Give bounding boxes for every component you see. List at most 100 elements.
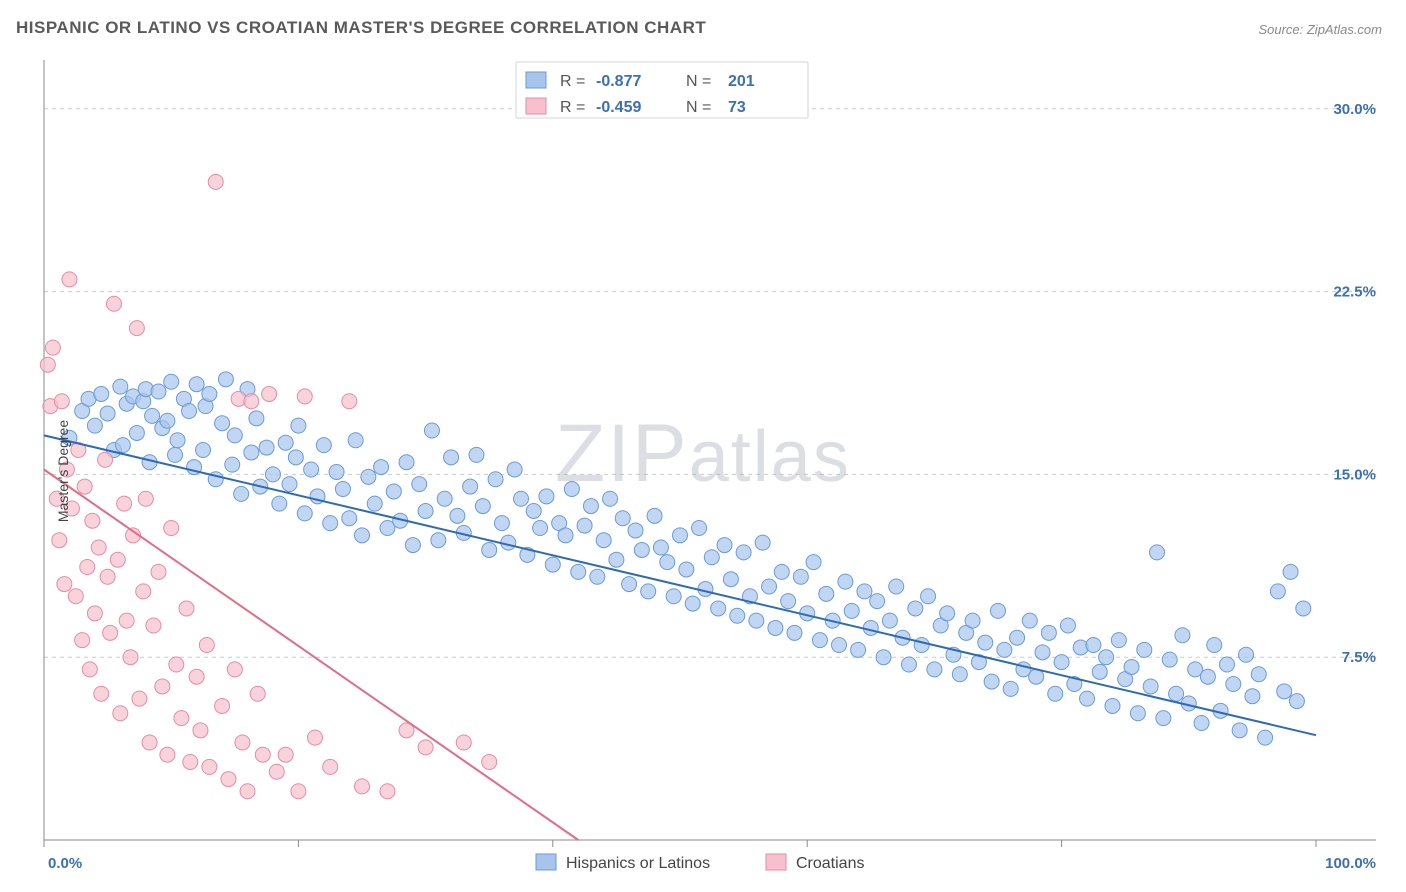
data-point bbox=[914, 638, 929, 653]
source-link[interactable]: ZipAtlas.com bbox=[1307, 22, 1382, 37]
legend-swatch bbox=[766, 854, 786, 870]
data-point bbox=[374, 460, 389, 475]
data-point bbox=[692, 521, 707, 536]
data-point bbox=[1226, 677, 1241, 692]
chart-title: HISPANIC OR LATINO VS CROATIAN MASTER'S … bbox=[16, 18, 706, 38]
y-tick-label: 7.5% bbox=[1342, 649, 1376, 666]
data-point bbox=[685, 596, 700, 611]
data-point bbox=[110, 552, 125, 567]
stats-r-label: R = bbox=[560, 99, 585, 116]
data-point bbox=[57, 577, 72, 592]
data-point bbox=[1105, 698, 1120, 713]
data-point bbox=[146, 618, 161, 633]
data-point bbox=[889, 579, 904, 594]
data-point bbox=[1245, 689, 1260, 704]
data-point bbox=[272, 496, 287, 511]
data-point bbox=[469, 447, 484, 462]
data-point bbox=[179, 601, 194, 616]
chart-container: Master's Degree ZIPatlas 7.5%15.0%22.5%3… bbox=[16, 50, 1390, 892]
data-point bbox=[215, 698, 230, 713]
data-point bbox=[129, 425, 144, 440]
data-point bbox=[323, 516, 338, 531]
stats-n-value: 73 bbox=[728, 99, 746, 116]
data-point bbox=[1054, 655, 1069, 670]
data-point bbox=[106, 296, 121, 311]
data-point bbox=[1143, 679, 1158, 694]
data-point bbox=[1175, 628, 1190, 643]
data-point bbox=[160, 413, 175, 428]
data-point bbox=[291, 418, 306, 433]
data-point bbox=[1289, 694, 1304, 709]
data-point bbox=[832, 638, 847, 653]
data-point bbox=[98, 452, 113, 467]
data-point bbox=[634, 542, 649, 557]
data-point bbox=[129, 321, 144, 336]
data-point bbox=[863, 620, 878, 635]
data-point bbox=[169, 657, 184, 672]
data-point bbox=[1086, 638, 1101, 653]
data-point bbox=[787, 625, 802, 640]
data-point bbox=[774, 564, 789, 579]
data-point bbox=[405, 538, 420, 553]
data-point bbox=[812, 633, 827, 648]
data-point bbox=[119, 613, 134, 628]
legend-swatch bbox=[526, 72, 546, 88]
data-point bbox=[908, 601, 923, 616]
data-point bbox=[412, 477, 427, 492]
data-point bbox=[1232, 723, 1247, 738]
data-point bbox=[342, 511, 357, 526]
data-point bbox=[698, 581, 713, 596]
data-point bbox=[533, 521, 548, 536]
data-point bbox=[85, 513, 100, 528]
data-point bbox=[94, 386, 109, 401]
data-point bbox=[545, 557, 560, 572]
data-point bbox=[62, 272, 77, 287]
data-point bbox=[87, 606, 102, 621]
data-point bbox=[615, 511, 630, 526]
data-point bbox=[1060, 618, 1075, 633]
data-point bbox=[123, 650, 138, 665]
data-point bbox=[113, 379, 128, 394]
data-point bbox=[164, 374, 179, 389]
data-point bbox=[730, 608, 745, 623]
data-point bbox=[225, 457, 240, 472]
data-point bbox=[418, 503, 433, 518]
source-attribution: Source: ZipAtlas.com bbox=[1258, 22, 1382, 37]
data-point bbox=[1277, 684, 1292, 699]
data-point bbox=[234, 486, 249, 501]
data-point bbox=[244, 394, 259, 409]
data-point bbox=[781, 594, 796, 609]
data-point bbox=[1003, 681, 1018, 696]
data-point bbox=[978, 635, 993, 650]
data-point bbox=[145, 408, 160, 423]
data-point bbox=[488, 472, 503, 487]
data-point bbox=[876, 650, 891, 665]
legend-swatch bbox=[526, 98, 546, 114]
data-point bbox=[1022, 613, 1037, 628]
data-point bbox=[45, 340, 60, 355]
data-point bbox=[564, 482, 579, 497]
data-point bbox=[1010, 630, 1025, 645]
data-point bbox=[355, 528, 370, 543]
data-point bbox=[113, 706, 128, 721]
data-point bbox=[590, 569, 605, 584]
data-point bbox=[174, 711, 189, 726]
stats-r-value: -0.877 bbox=[596, 73, 641, 90]
data-point bbox=[857, 584, 872, 599]
series bbox=[40, 174, 496, 798]
data-point bbox=[596, 533, 611, 548]
data-point bbox=[1092, 664, 1107, 679]
data-point bbox=[342, 394, 357, 409]
data-point bbox=[1137, 642, 1152, 657]
data-point bbox=[991, 603, 1006, 618]
data-point bbox=[1207, 638, 1222, 653]
data-point bbox=[151, 564, 166, 579]
data-point bbox=[202, 386, 217, 401]
x-tick-label: 100.0% bbox=[1325, 855, 1376, 872]
legend-label: Hispanics or Latinos bbox=[566, 855, 710, 872]
x-tick-label: 0.0% bbox=[48, 855, 82, 872]
data-point bbox=[838, 574, 853, 589]
data-point bbox=[494, 516, 509, 531]
data-point bbox=[193, 723, 208, 738]
legend-label: Croatians bbox=[796, 855, 864, 872]
